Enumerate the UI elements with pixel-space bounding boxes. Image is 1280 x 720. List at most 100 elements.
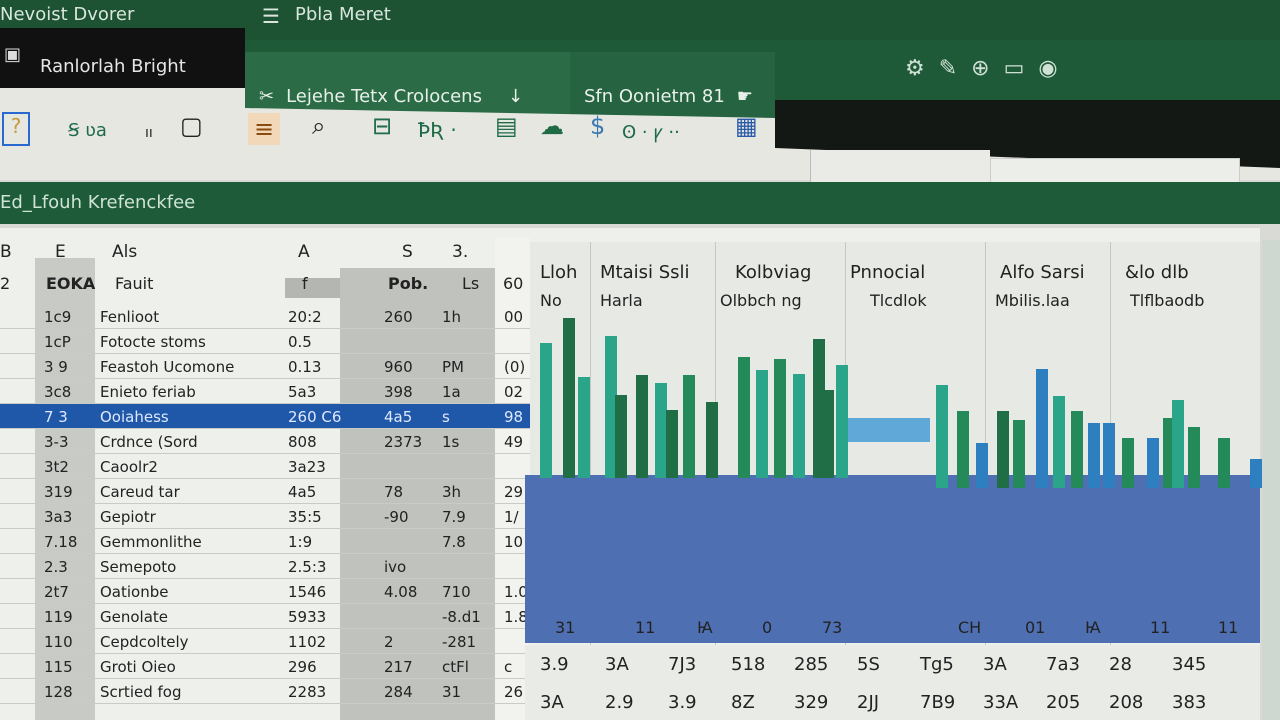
- table-cell[interactable]: 260: [384, 308, 413, 326]
- table-cell[interactable]: -281: [442, 633, 477, 651]
- table-cell[interactable]: c: [504, 658, 513, 676]
- total-cell[interactable]: 383: [1172, 692, 1207, 713]
- table-cell[interactable]: 5933: [288, 608, 327, 626]
- table-cell[interactable]: Gepiotr: [100, 508, 156, 526]
- table-cell[interactable]: 1/: [504, 508, 519, 526]
- table-cell[interactable]: Genolate: [100, 608, 169, 626]
- total-cell[interactable]: 2JJ: [857, 692, 880, 713]
- table-cell[interactable]: 296: [288, 658, 317, 676]
- chart-icon[interactable]: ⊟: [372, 112, 393, 140]
- table-cell[interactable]: 3c8: [44, 383, 72, 401]
- table-icon[interactable]: ▤: [495, 112, 518, 140]
- frame-icon[interactable]: ▢: [180, 112, 203, 140]
- table-cell[interactable]: ctFl: [442, 658, 469, 676]
- table-cell[interactable]: 78: [384, 483, 404, 501]
- comment-icon[interactable]: ◉: [1038, 56, 1072, 81]
- table-row[interactable]: [0, 679, 530, 704]
- table-cell[interactable]: 4a5: [384, 408, 413, 426]
- table-row[interactable]: [0, 654, 530, 679]
- table-cell[interactable]: 319: [44, 483, 73, 501]
- table-cell[interactable]: 1cP: [44, 333, 71, 351]
- table-cell[interactable]: Semepoto: [100, 558, 177, 576]
- table-cell[interactable]: Scrtied fog: [100, 683, 182, 701]
- table-cell[interactable]: 7.9: [442, 508, 466, 526]
- pin-icon[interactable]: ✎: [938, 56, 972, 81]
- table-cell[interactable]: 00: [504, 308, 524, 326]
- search-icon[interactable]: ⌕: [312, 112, 326, 140]
- table-cell[interactable]: Caoolr2: [100, 458, 158, 476]
- total-cell[interactable]: 7J3: [668, 654, 697, 675]
- table-cell[interactable]: 3-3: [44, 433, 69, 451]
- table-row[interactable]: [0, 479, 530, 504]
- table-row[interactable]: [0, 629, 530, 654]
- table-cell[interactable]: 1a: [442, 383, 461, 401]
- table-cell[interactable]: 960: [384, 358, 413, 376]
- table-row[interactable]: [0, 529, 530, 554]
- table-cell[interactable]: 2.3: [44, 558, 68, 576]
- window-icon[interactable]: ▭: [1003, 56, 1039, 81]
- table-cell[interactable]: 217: [384, 658, 413, 676]
- table-cell[interactable]: 02: [504, 383, 524, 401]
- table-cell[interactable]: 1546: [288, 583, 327, 601]
- cloud-icon[interactable]: ☁: [540, 112, 564, 140]
- total-cell[interactable]: 205: [1046, 692, 1081, 713]
- total-cell[interactable]: 2.9: [605, 692, 634, 713]
- table-cell[interactable]: 1.8: [504, 608, 528, 626]
- table-row[interactable]: [0, 454, 530, 479]
- table-cell[interactable]: 2: [384, 633, 394, 651]
- column-header[interactable]: S: [402, 242, 413, 262]
- table-cell[interactable]: (0): [504, 358, 526, 376]
- table-cell[interactable]: 7.8: [442, 533, 466, 551]
- table-cell[interactable]: Oationbe: [100, 583, 169, 601]
- table-cell[interactable]: 1h: [442, 308, 462, 326]
- column-header[interactable]: 3.: [452, 242, 469, 262]
- table-cell[interactable]: Groti Oieo: [100, 658, 176, 676]
- table-cell[interactable]: 4a5: [288, 483, 317, 501]
- table-cell[interactable]: 4.08: [384, 583, 418, 601]
- table-row[interactable]: [0, 329, 530, 354]
- table-cell[interactable]: Gemmonlithe: [100, 533, 202, 551]
- table-cell[interactable]: 119: [44, 608, 73, 626]
- table-cell[interactable]: -90: [384, 508, 409, 526]
- column-header[interactable]: B: [0, 242, 12, 262]
- help-icon[interactable]: ?: [2, 112, 30, 146]
- total-cell[interactable]: 5S: [857, 654, 880, 675]
- total-cell[interactable]: 285: [794, 654, 829, 675]
- table-cell[interactable]: 128: [44, 683, 73, 701]
- settings-icon[interactable]: ⚙: [905, 56, 939, 81]
- total-cell[interactable]: 3A: [605, 654, 629, 675]
- table-cell[interactable]: 3 9: [44, 358, 68, 376]
- table-cell[interactable]: 29: [504, 483, 524, 501]
- share-icon[interactable]: ⊕: [971, 56, 1004, 81]
- more-icon[interactable]: ıı: [145, 125, 153, 141]
- dollar-icon[interactable]: $: [590, 112, 606, 140]
- table-cell[interactable]: 98: [504, 408, 524, 426]
- table-cell[interactable]: 7 3: [44, 408, 68, 426]
- total-cell[interactable]: 3A: [983, 654, 1007, 675]
- total-cell[interactable]: 33A: [983, 692, 1019, 713]
- column-header[interactable]: A: [298, 242, 310, 262]
- table-cell[interactable]: 10: [504, 533, 524, 551]
- total-cell[interactable]: 8Z: [731, 692, 755, 713]
- table-cell[interactable]: Feastoh Ucomone: [100, 358, 235, 376]
- table-cell[interactable]: 2t7: [44, 583, 69, 601]
- table-cell[interactable]: 710: [442, 583, 471, 601]
- table-cell[interactable]: Fotocte stoms: [100, 333, 206, 351]
- table-cell[interactable]: 20:2: [288, 308, 322, 326]
- table-cell[interactable]: 49: [504, 433, 524, 451]
- table-cell[interactable]: 260 C6: [288, 408, 342, 426]
- table-cell[interactable]: PM: [442, 358, 464, 376]
- table-cell[interactable]: 2.5:3: [288, 558, 327, 576]
- vertical-scrollbar[interactable]: [1262, 240, 1280, 720]
- table-cell[interactable]: 31: [442, 683, 462, 701]
- table-cell[interactable]: 1102: [288, 633, 327, 651]
- table-row[interactable]: [0, 579, 530, 604]
- total-cell[interactable]: 208: [1109, 692, 1144, 713]
- table-cell[interactable]: 115: [44, 658, 73, 676]
- table-cell[interactable]: 5a3: [288, 383, 317, 401]
- format-icon[interactable]: Ꞩ ʋa: [68, 120, 107, 141]
- table-cell[interactable]: 26: [504, 683, 524, 701]
- total-cell[interactable]: 518: [731, 654, 766, 675]
- table-cell[interactable]: 1s: [442, 433, 460, 451]
- table-cell[interactable]: 808: [288, 433, 317, 451]
